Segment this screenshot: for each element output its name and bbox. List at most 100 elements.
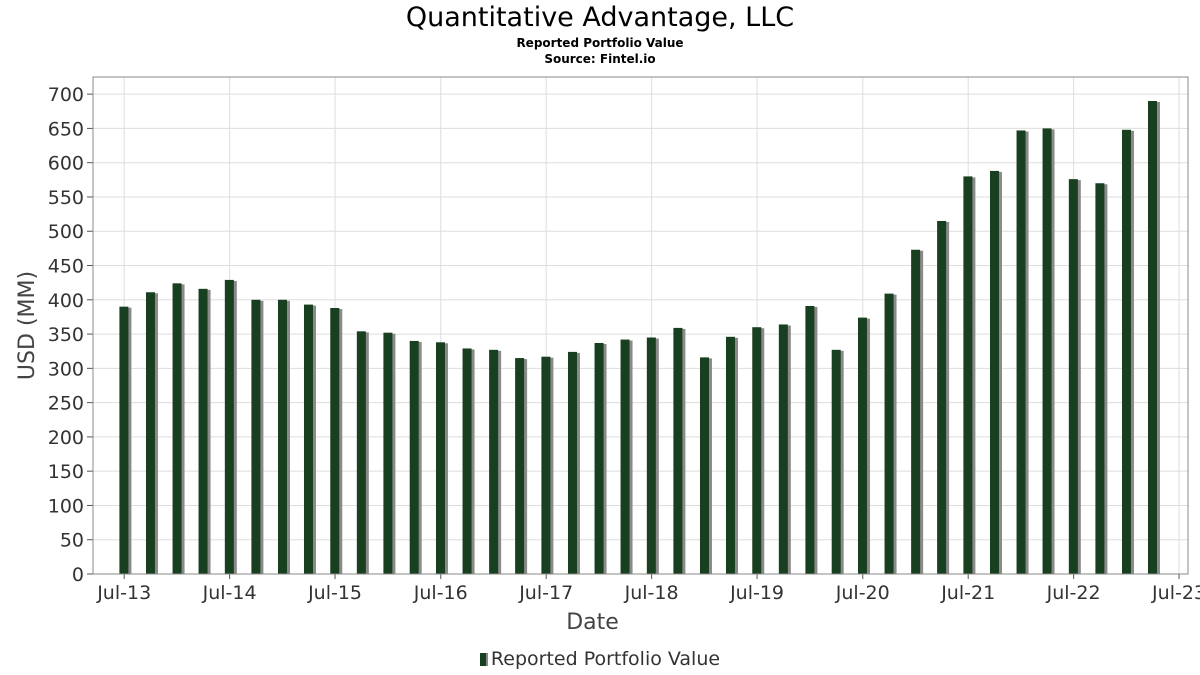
bar-group — [673, 327, 686, 574]
y-tick-label: 500 — [48, 221, 84, 243]
bar — [699, 357, 709, 574]
bar-group — [1042, 128, 1055, 574]
bar-group — [277, 299, 290, 574]
chart-source: Source: Fintel.io — [544, 52, 656, 66]
bar-group — [1147, 100, 1160, 574]
bar — [435, 342, 445, 574]
bar-group — [462, 348, 475, 574]
bar-group — [725, 336, 738, 574]
bar — [489, 349, 499, 574]
bar-group — [594, 342, 607, 574]
bar — [330, 308, 340, 574]
bar — [884, 293, 894, 574]
bar — [198, 288, 208, 574]
bar-group — [699, 357, 712, 574]
y-tick-label: 0 — [72, 564, 84, 586]
bar-group — [752, 327, 765, 574]
legend-label: Reported Portfolio Value — [490, 648, 721, 670]
bar-group — [884, 293, 897, 574]
bars — [119, 100, 1160, 575]
bar — [1095, 183, 1105, 574]
x-axis: Jul-13 Jul-14 Jul-15 Jul-16 Jul-17 Jul-18 Jul-… — [96, 574, 1200, 604]
bar-chart: 0 50 100 150 200 250 300 350 400 450 500 550 600 650 7… — [15, 76, 1200, 635]
x-tick-label: Jul-22 — [1046, 582, 1101, 604]
y-tick-label: 100 — [48, 495, 84, 517]
bar-group — [172, 283, 185, 574]
y-tick-label: 600 — [48, 153, 84, 175]
bar — [303, 304, 313, 574]
bar — [805, 305, 815, 574]
bar — [1016, 130, 1026, 575]
x-tick-label: Jul-21 — [940, 582, 995, 604]
bar-group — [330, 308, 343, 574]
y-tick-label: 400 — [48, 290, 84, 312]
bar-group — [303, 304, 316, 574]
bar-group — [963, 176, 976, 574]
x-tick-label: Jul-19 — [729, 582, 784, 604]
bar — [277, 299, 287, 574]
bar — [224, 279, 234, 574]
bar-group — [989, 170, 1002, 574]
y-tick-label: 650 — [48, 118, 84, 140]
bar — [646, 337, 656, 574]
chart-title: Quantitative Advantage, LLC — [405, 2, 795, 33]
y-tick-label: 250 — [48, 393, 84, 415]
x-tick-label: Jul-15 — [307, 582, 362, 604]
bar-group — [1121, 129, 1134, 574]
bar-group — [224, 279, 237, 574]
bar-group — [805, 305, 818, 574]
bar-group — [356, 331, 369, 574]
bar-group — [646, 337, 659, 574]
y-tick-label: 50 — [60, 530, 84, 552]
bar-group — [831, 349, 844, 574]
y-tick-label: 450 — [48, 256, 84, 278]
bar — [911, 249, 921, 574]
y-axis: 0 50 100 150 200 250 300 350 400 450 500 550 600 650 7… — [48, 84, 93, 586]
bar-group — [1095, 183, 1108, 574]
x-tick-label: Jul-13 — [96, 582, 151, 604]
bar — [409, 340, 419, 574]
y-tick-label: 700 — [48, 84, 84, 106]
bar-group — [857, 317, 870, 574]
y-tick-label: 200 — [48, 427, 84, 449]
bar-group — [1068, 179, 1081, 574]
x-axis-label: Date — [566, 610, 619, 635]
bar-group — [567, 351, 580, 574]
x-tick-label: Jul-16 — [413, 582, 468, 604]
x-tick-label: Jul-17 — [518, 582, 573, 604]
bar — [937, 220, 947, 574]
bar — [1042, 128, 1052, 574]
bar-group — [119, 306, 132, 574]
bar — [989, 170, 999, 574]
bar-group — [145, 292, 158, 574]
bar-group — [489, 349, 502, 574]
y-axis-label: USD (MM) — [15, 271, 40, 380]
bar — [594, 342, 604, 574]
bar — [831, 349, 841, 574]
bar — [620, 339, 630, 574]
bar — [752, 327, 762, 574]
bar — [963, 176, 973, 574]
bar-group — [1016, 130, 1029, 575]
bar — [119, 306, 129, 574]
bar — [1068, 179, 1078, 574]
legend: Reported Portfolio Value — [0, 648, 1200, 670]
bar — [857, 317, 867, 574]
bar — [383, 332, 393, 574]
bar-group — [383, 332, 396, 574]
bar-group — [778, 324, 791, 574]
bar-group — [251, 299, 264, 574]
bar-group — [620, 339, 633, 574]
x-tick-label: Jul-23 — [1151, 582, 1200, 604]
x-tick-label: Jul-14 — [202, 582, 257, 604]
bar — [1147, 100, 1157, 574]
bar — [462, 348, 472, 574]
bar — [515, 358, 525, 574]
bar-group — [911, 249, 924, 574]
bar-group — [198, 288, 211, 574]
bar-group — [435, 342, 448, 574]
bar-group — [541, 356, 554, 574]
y-tick-label: 550 — [48, 187, 84, 209]
bar — [145, 292, 155, 574]
bar — [251, 299, 261, 574]
